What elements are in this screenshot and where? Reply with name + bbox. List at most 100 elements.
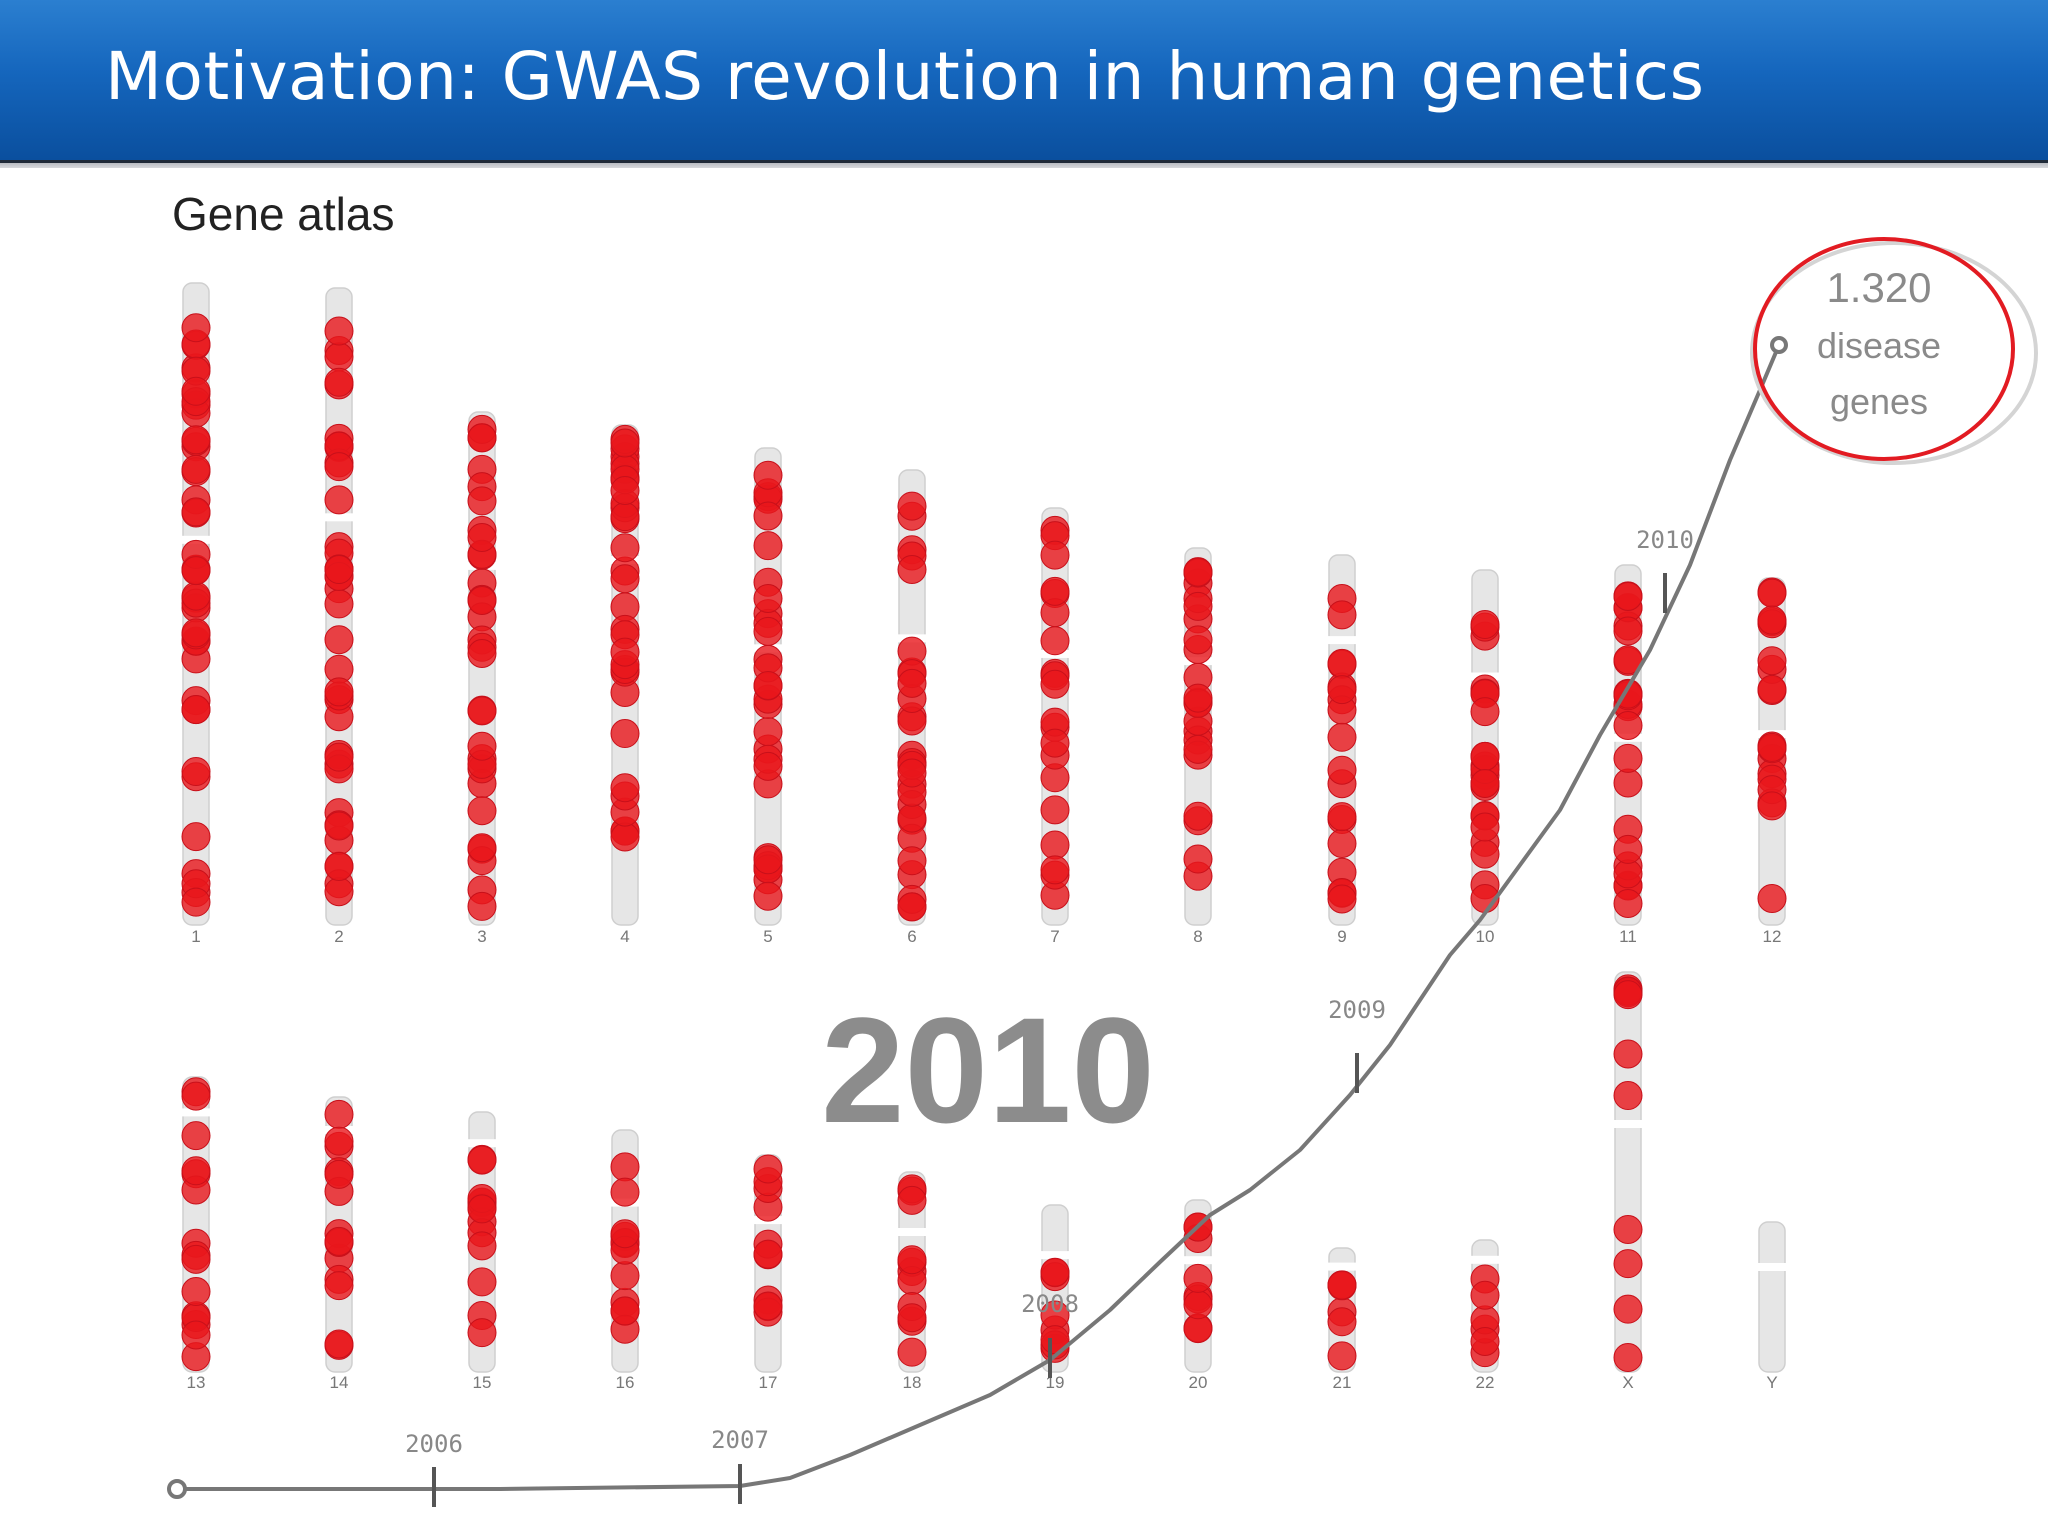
chromosome-17: 17 xyxy=(753,1154,783,1392)
chromosome-1: 1 xyxy=(181,282,211,946)
gene-marker xyxy=(1757,674,1787,704)
gene-marker xyxy=(324,452,354,482)
chromosome-14: 14 xyxy=(324,1096,354,1392)
chromosome-7: 7 xyxy=(1040,507,1070,946)
callout-genes: genes xyxy=(1830,381,1928,422)
gene-marker xyxy=(1613,581,1643,611)
gene-marker xyxy=(1613,1342,1643,1372)
gene-marker xyxy=(1040,830,1070,860)
chromosome-12: 12 xyxy=(1757,577,1787,946)
timeline-end-point xyxy=(1770,336,1788,354)
gene-marker xyxy=(324,1329,354,1359)
chromosome-label: 9 xyxy=(1337,927,1346,946)
gene-marker xyxy=(467,1194,497,1224)
chromosome-row-bottom: 13 14 15 16 17 18 19 20 21 22 X Y xyxy=(181,971,1786,1392)
chromosome-20: 20 xyxy=(1183,1199,1213,1392)
chromosome-10: 10 xyxy=(1470,569,1500,946)
gene-marker xyxy=(1040,669,1070,699)
gene-marker xyxy=(324,1126,354,1156)
gene-marker xyxy=(610,1296,640,1326)
gene-marker xyxy=(324,851,354,881)
gene-marker xyxy=(753,616,783,646)
gene-marker xyxy=(467,731,497,761)
gene-marker xyxy=(1183,734,1213,764)
chromosome-Y-body xyxy=(1758,1221,1786,1373)
chromosome-label: 1 xyxy=(191,927,200,946)
timeline-year-label: 2010 xyxy=(1636,526,1694,554)
gene-marker xyxy=(1183,625,1213,655)
gene-marker xyxy=(324,1159,354,1189)
gene-marker xyxy=(1470,1280,1500,1310)
callout-disease: disease xyxy=(1817,325,1941,366)
gene-marker xyxy=(1470,769,1500,799)
centromere xyxy=(898,1228,926,1236)
gene-marker xyxy=(1613,1249,1643,1279)
gene-marker xyxy=(181,581,211,611)
chromosome-label: 14 xyxy=(330,1373,349,1392)
gene-marker xyxy=(1470,839,1500,869)
timeline-year-label: 2006 xyxy=(405,1430,463,1458)
gene-marker xyxy=(1327,884,1357,914)
chromosome-label: 22 xyxy=(1476,1373,1495,1392)
chromosome-label: 3 xyxy=(477,927,486,946)
timeline-tick-2006: 2006 xyxy=(405,1430,463,1507)
gene-marker xyxy=(467,1267,497,1297)
gene-marker xyxy=(324,589,354,619)
gene-marker xyxy=(753,501,783,531)
gene-marker xyxy=(1183,591,1213,621)
centromere xyxy=(1758,1263,1786,1271)
chromosome-row-top: 1 2 3 4 5 6 7 8 9 10 11 12 xyxy=(181,282,1787,946)
gene-marker xyxy=(897,668,927,698)
chromosome-18: 18 xyxy=(897,1171,927,1392)
gene-marker xyxy=(1613,768,1643,798)
timeline-year-label: 2007 xyxy=(711,1426,769,1454)
chromosome-label: 11 xyxy=(1619,927,1637,946)
gene-marker xyxy=(897,758,927,788)
header-divider xyxy=(0,160,2048,168)
gene-marker xyxy=(1757,646,1787,676)
figure-subtitle: Gene atlas xyxy=(172,188,394,240)
gene-marker xyxy=(181,618,211,648)
chromosome-2: 2 xyxy=(324,287,354,946)
gene-marker xyxy=(1613,1294,1643,1324)
gene-marker xyxy=(467,696,497,726)
gene-marker xyxy=(753,881,783,911)
gene-marker xyxy=(467,1231,497,1261)
chromosome-label: 5 xyxy=(763,927,772,946)
gene-marker xyxy=(1613,888,1643,918)
chromosome-22: 22 xyxy=(1470,1239,1500,1392)
centromere xyxy=(1471,1255,1499,1264)
centromere xyxy=(1328,636,1356,645)
gene-marker xyxy=(181,822,211,852)
gene-marker xyxy=(610,719,640,749)
gene-marker xyxy=(324,367,354,397)
timeline-tick-2010: 2010 xyxy=(1636,526,1694,613)
gene-marker xyxy=(1470,697,1500,727)
gene-marker xyxy=(1327,648,1357,678)
gene-marker xyxy=(181,757,211,787)
timeline-tick-2009: 2009 xyxy=(1328,996,1386,1093)
gene-marker xyxy=(1470,812,1500,842)
gene-marker xyxy=(753,670,783,700)
gene-marker xyxy=(610,822,640,852)
gene-marker xyxy=(467,796,497,826)
centromere xyxy=(182,1108,210,1117)
gene-marker xyxy=(324,485,354,515)
gene-marker xyxy=(1040,1257,1070,1287)
gene-marker xyxy=(1757,578,1787,608)
gene-marker xyxy=(1757,605,1787,635)
centromere xyxy=(1328,1262,1356,1271)
gene-marker xyxy=(610,475,640,505)
chromosome-label: 15 xyxy=(473,1373,492,1392)
gene-marker xyxy=(181,313,211,343)
timeline-year-label: 2009 xyxy=(1328,996,1386,1024)
gene-marker xyxy=(753,1239,783,1269)
gene-marker xyxy=(1327,802,1357,832)
gene-marker xyxy=(181,425,211,455)
gene-marker xyxy=(1470,1326,1500,1356)
chromosome-8: 8 xyxy=(1183,547,1213,946)
chromosome-label: 20 xyxy=(1189,1373,1208,1392)
chromosome-label: 6 xyxy=(907,927,916,946)
